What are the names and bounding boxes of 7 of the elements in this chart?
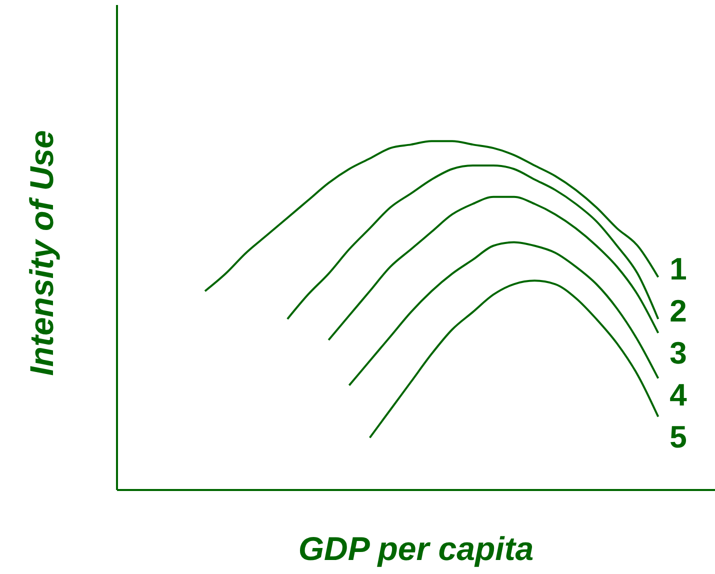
series-label: 1 — [670, 252, 687, 287]
x-axis-title: GDP per capita — [297, 530, 535, 568]
y-axis-title: Intensity of Use — [23, 130, 61, 376]
series-label: 3 — [670, 336, 687, 371]
series-label: 4 — [670, 378, 688, 413]
series-label: 5 — [670, 420, 687, 455]
series-label: 2 — [670, 294, 687, 329]
